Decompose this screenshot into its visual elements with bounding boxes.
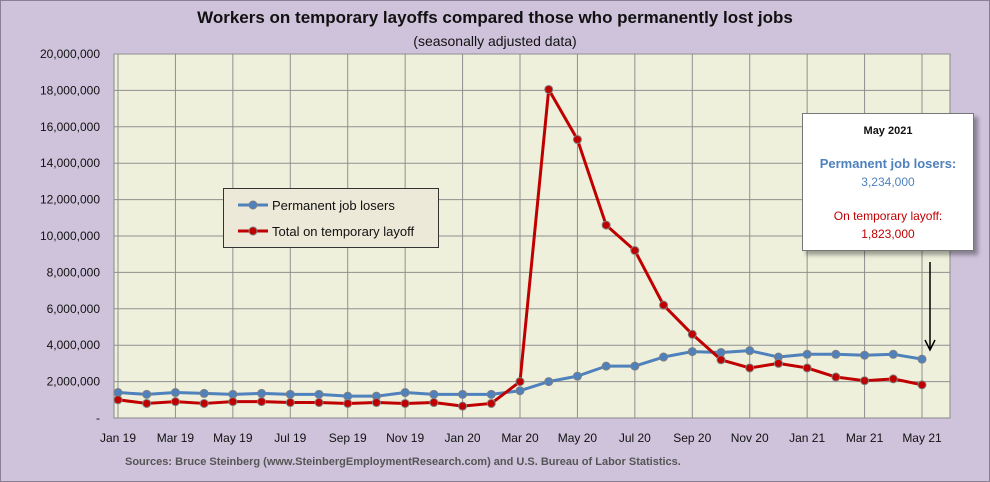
callout-temporary-value: 1,823,000	[861, 227, 915, 241]
y-tick-label: 18,000,000	[40, 83, 100, 97]
y-tick-label: -	[96, 411, 100, 425]
data-point-0	[831, 349, 841, 359]
y-tick-label: 8,000,000	[47, 265, 101, 279]
callout-permanent-label: Permanent job losers:	[819, 156, 957, 171]
x-tick-label: May 20	[558, 431, 598, 445]
data-point-1	[659, 300, 669, 310]
source-note: Sources: Bruce Steinberg (www.SteinbergE…	[125, 456, 681, 468]
callout-box: May 2021 Permanent job losers: 3,234,000…	[802, 113, 974, 251]
chart-legend: Permanent job losers Total on temporary …	[223, 188, 439, 248]
legend-item-temporary: Total on temporary layoff	[238, 221, 414, 241]
y-tick-label: 12,000,000	[40, 193, 100, 207]
data-point-0	[486, 389, 496, 399]
data-point-1	[515, 377, 525, 387]
x-tick-label: Mar 20	[501, 431, 539, 445]
x-tick-label: Jan 21	[789, 431, 825, 445]
x-tick-label: Jul 20	[619, 431, 651, 445]
chart-title: Workers on temporary layoffs compared th…	[197, 8, 793, 27]
x-tick-label: Sep 20	[673, 431, 711, 445]
data-point-1	[601, 220, 611, 230]
data-point-0	[802, 349, 812, 359]
data-point-0	[572, 371, 582, 381]
x-tick-label: Sep 19	[329, 431, 367, 445]
callout-arrow-head	[924, 339, 936, 352]
data-point-0	[199, 388, 209, 398]
data-point-0	[888, 349, 898, 359]
x-tick-label: Nov 20	[731, 431, 769, 445]
data-point-0	[601, 361, 611, 371]
data-point-1	[371, 398, 381, 408]
data-point-1	[142, 398, 152, 408]
data-point-0	[630, 361, 640, 371]
legend-marker-temporary	[238, 226, 268, 236]
data-point-1	[687, 329, 697, 339]
x-tick-label: Jan 20	[445, 431, 481, 445]
legend-label-permanent: Permanent job losers	[272, 197, 395, 213]
y-tick-label: 10,000,000	[40, 229, 100, 243]
x-tick-label: May 19	[213, 431, 253, 445]
data-point-1	[458, 401, 468, 411]
data-point-1	[228, 397, 238, 407]
data-point-0	[429, 389, 439, 399]
x-tick-label: Jul 19	[274, 431, 306, 445]
data-point-0	[170, 388, 180, 398]
data-point-1	[400, 398, 410, 408]
data-point-0	[314, 389, 324, 399]
data-point-1	[630, 246, 640, 256]
x-tick-label: Mar 21	[846, 431, 884, 445]
data-point-1	[285, 398, 295, 408]
chart-subtitle: (seasonally adjusted data)	[413, 33, 577, 49]
data-point-1	[343, 398, 353, 408]
y-tick-label: 2,000,000	[47, 375, 101, 389]
data-point-0	[659, 352, 669, 362]
y-tick-label: 6,000,000	[47, 302, 101, 316]
data-point-0	[458, 389, 468, 399]
data-point-0	[687, 347, 697, 357]
data-point-1	[170, 397, 180, 407]
data-point-0	[285, 389, 295, 399]
data-point-1	[429, 398, 439, 408]
data-point-1	[716, 355, 726, 365]
data-point-1	[544, 84, 554, 94]
data-point-1	[257, 397, 267, 407]
legend-item-permanent: Permanent job losers	[238, 195, 395, 215]
data-point-1	[199, 398, 209, 408]
y-tick-label: 20,000,000	[40, 47, 100, 61]
data-point-0	[142, 389, 152, 399]
callout-permanent-value: 3,234,000	[861, 175, 915, 189]
data-point-0	[917, 354, 927, 364]
legend-label-temporary: Total on temporary layoff	[272, 223, 415, 239]
x-tick-label: Mar 19	[157, 431, 195, 445]
y-tick-label: 4,000,000	[47, 338, 101, 352]
legend-marker-permanent	[238, 200, 268, 210]
x-tick-label: Jan 19	[100, 431, 136, 445]
y-tick-label: 16,000,000	[40, 120, 100, 134]
x-tick-label: Nov 19	[386, 431, 424, 445]
data-point-0	[400, 388, 410, 398]
data-point-0	[860, 350, 870, 360]
data-point-1	[773, 358, 783, 368]
data-point-1	[314, 398, 324, 408]
data-point-1	[802, 363, 812, 373]
callout-temporary-label: On temporary layoff:	[833, 209, 943, 223]
data-point-1	[917, 380, 927, 390]
data-point-1	[572, 135, 582, 145]
data-point-1	[486, 398, 496, 408]
data-point-0	[515, 386, 525, 396]
y-tick-label: 14,000,000	[40, 156, 100, 170]
data-point-0	[745, 346, 755, 356]
data-point-0	[544, 377, 554, 387]
data-point-0	[257, 388, 267, 398]
data-point-1	[860, 376, 870, 386]
data-point-1	[888, 374, 898, 384]
data-point-1	[745, 363, 755, 373]
data-point-1	[831, 372, 841, 382]
data-point-1	[113, 395, 123, 405]
x-tick-label: May 21	[902, 431, 942, 445]
callout-month: May 2021	[863, 125, 913, 137]
